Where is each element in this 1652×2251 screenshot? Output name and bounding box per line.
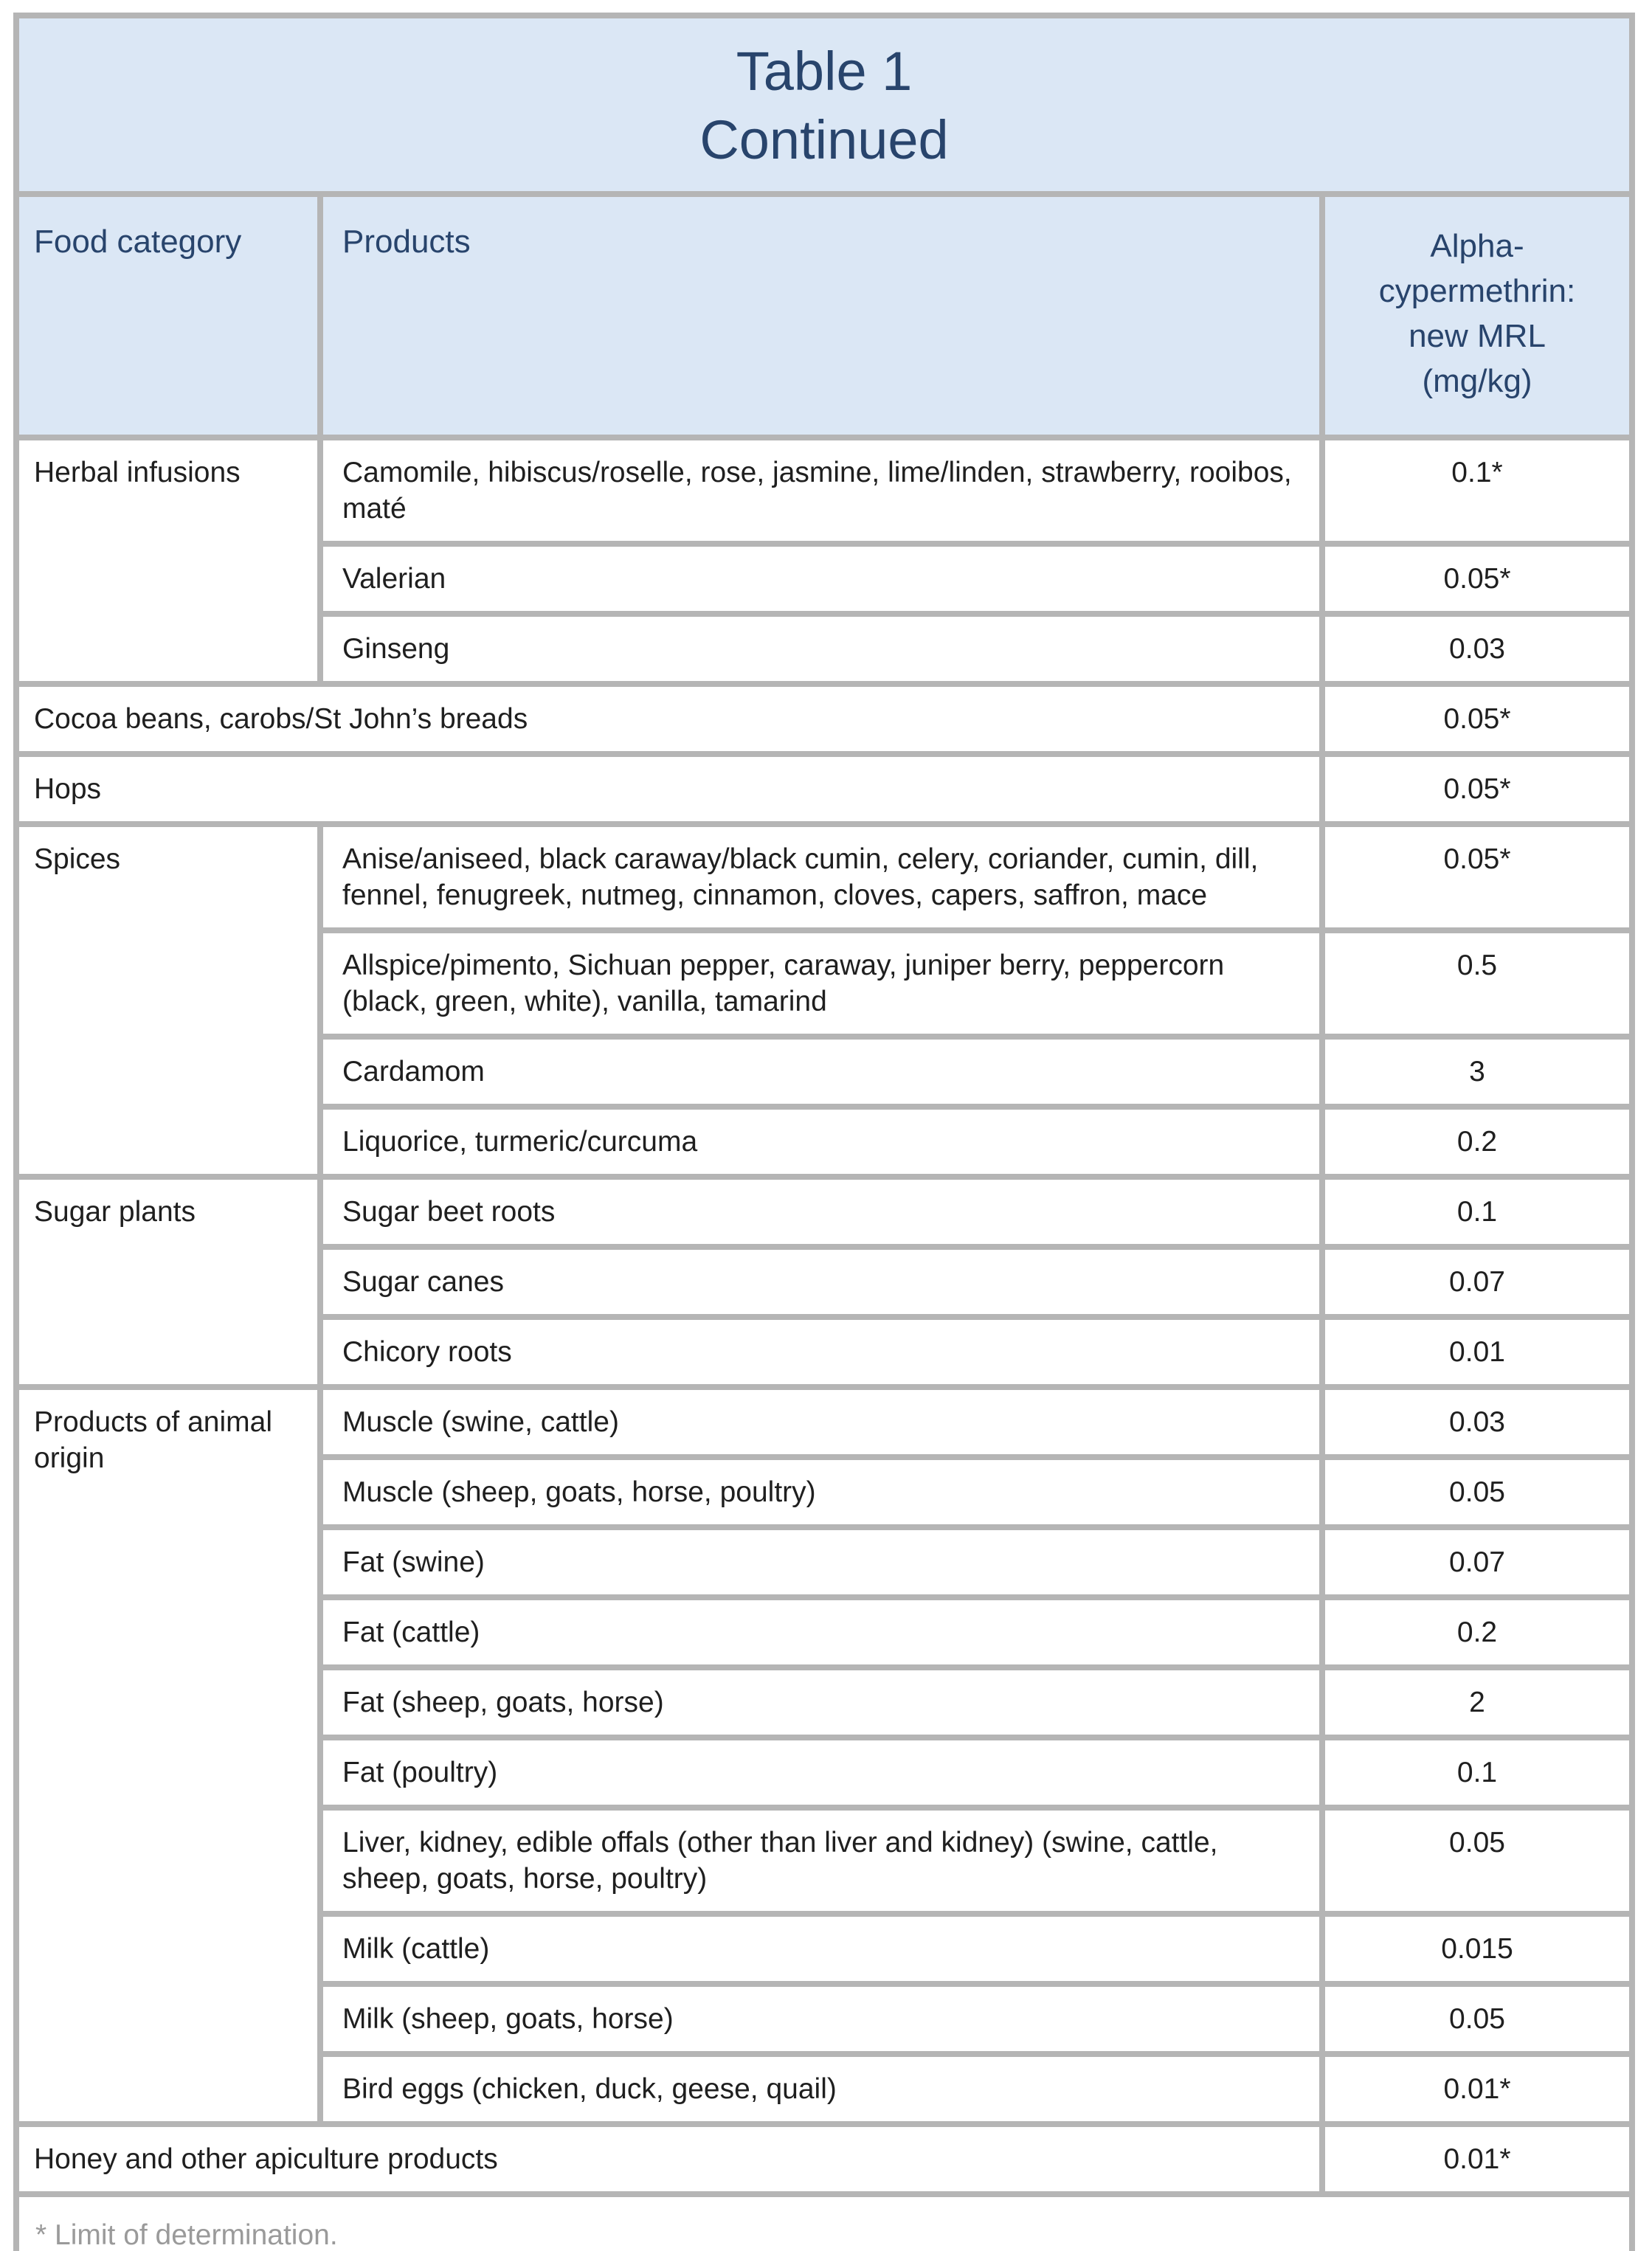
mrl-value-cell: 0.07 (1319, 1524, 1635, 1600)
header-row: Food category Products Alpha- cypermethr… (13, 191, 1635, 440)
mrl-value-cell: 0.05 (1319, 1454, 1635, 1530)
mrl-header-line: Alpha- (1430, 228, 1524, 264)
mrl-header-line: cypermethrin: (1378, 273, 1576, 309)
footer-row: * Limit of determination. AGRİNFO www.a (13, 2191, 1635, 2251)
table-footer: * Limit of determination. AGRİNFO www.a (13, 2191, 1635, 2251)
products-cell: Fat (swine) (317, 1524, 1325, 1600)
mrl-value-cell: 0.05* (1319, 751, 1635, 827)
products-cell: Sugar canes (317, 1244, 1325, 1320)
mrl-header-line: (mg/kg) (1422, 363, 1532, 399)
mrl-value-cell: 0.2 (1319, 1594, 1635, 1670)
products-cell: Fat (poultry) (317, 1735, 1325, 1811)
table-row: Milk (cattle) 0.015 (16, 1911, 1635, 1987)
mrl-table: Table 1 Continued Food category Products… (13, 13, 1635, 2251)
food-category-cell: Products of animal origin (13, 1384, 323, 2127)
products-cell: Camomile, hibiscus/roselle, rose, jasmin… (317, 435, 1325, 547)
products-cell: Valerian (317, 541, 1325, 617)
mrl-value-cell: 0.05 (1319, 1805, 1635, 1917)
mrl-value-cell: 0.03 (1319, 1384, 1635, 1460)
products-cell: Milk (sheep, goats, horse) (317, 1981, 1325, 2057)
mrl-value-cell: 0.07 (1319, 1244, 1635, 1320)
table-row: Bird eggs (chicken, duck, geese, quail) … (16, 2051, 1635, 2127)
table-row: Muscle (sheep, goats, horse, poultry) 0.… (16, 1454, 1635, 1530)
mrl-value-cell: 0.01 (1319, 1314, 1635, 1390)
mrl-value-cell: 0.05* (1319, 681, 1635, 757)
products-cell: Allspice/pimento, Sichuan pepper, carawa… (317, 927, 1325, 1040)
mrl-value-cell: 0.5 (1319, 927, 1635, 1040)
mrl-value-cell: 3 (1319, 1034, 1635, 1110)
mrl-value-cell: 2 (1319, 1664, 1635, 1740)
table-row: Valerian 0.05* (16, 541, 1635, 617)
products-cell: Cardamom (317, 1034, 1325, 1110)
table-row: Spices Anise/aniseed, black caraway/blac… (13, 821, 1635, 1180)
products-cell: Fat (sheep, goats, horse) (317, 1664, 1325, 1740)
column-header-products: Products (317, 191, 1325, 440)
table-row: Herbal infusions Camomile, hibiscus/rose… (13, 435, 1635, 687)
mrl-value-cell: 0.05 (1319, 1981, 1635, 2057)
table-title: Table 1 Continued (13, 13, 1635, 197)
mrl-value-cell: 0.2 (1319, 1104, 1635, 1180)
table-title-line1: Table 1 (736, 41, 913, 102)
table-row: Cardamom 3 (16, 1034, 1635, 1110)
table-row: Chicory roots 0.01 (16, 1314, 1635, 1390)
footnote-limit-of-determination: * Limit of determination. (35, 2219, 338, 2251)
products-cell: Muscle (swine, cattle) (317, 1384, 1325, 1460)
table-row: Fat (swine) 0.07 (16, 1524, 1635, 1600)
mrl-value-cell: 0.01* (1319, 2121, 1635, 2197)
food-category-cell: Sugar plants (13, 1174, 323, 1390)
mrl-value-cell: 0.01* (1319, 2051, 1635, 2127)
food-category-cell: Herbal infusions (13, 435, 323, 687)
mrl-value-cell: 0.1* (1319, 435, 1635, 547)
food-category-cell: Cocoa beans, carobs/St John’s breads (13, 681, 1325, 757)
table-title-line2: Continued (699, 109, 949, 170)
food-category-cell: Honey and other apiculture products (13, 2121, 1325, 2197)
food-category-cell: Spices (13, 821, 323, 1180)
table-row: Fat (poultry) 0.1 (16, 1735, 1635, 1811)
mrl-value-cell: 0.1 (1319, 1174, 1635, 1250)
table-row: Liquorice, turmeric/curcuma 0.2 (16, 1104, 1635, 1180)
food-category-cell: Hops (13, 751, 1325, 827)
products-cell: Bird eggs (chicken, duck, geese, quail) (317, 2051, 1325, 2127)
table-row: Sugar canes 0.07 (16, 1244, 1635, 1320)
table-row: Fat (sheep, goats, horse) 2 (16, 1664, 1635, 1740)
table-row: Allspice/pimento, Sichuan pepper, carawa… (16, 927, 1635, 1040)
products-cell: Ginseng (317, 611, 1325, 687)
products-cell: Muscle (sheep, goats, horse, poultry) (317, 1454, 1325, 1530)
products-cell: Fat (cattle) (317, 1594, 1325, 1670)
products-cell: Milk (cattle) (317, 1911, 1325, 1987)
products-cell: Sugar beet roots (317, 1174, 1325, 1250)
mrl-value-cell: 0.1 (1319, 1735, 1635, 1811)
mrl-value-cell: 0.05* (1319, 821, 1635, 933)
table-row: Liver, kidney, edible offals (other than… (16, 1805, 1635, 1917)
table-row: Cocoa beans, carobs/St John’s breads 0.0… (13, 681, 1635, 757)
table-row: Products of animal origin Muscle (swine,… (13, 1384, 1635, 2127)
products-cell: Anise/aniseed, black caraway/black cumin… (317, 821, 1325, 933)
mrl-header-line: new MRL (1409, 318, 1546, 354)
table-row: Hops 0.05* (13, 751, 1635, 827)
table-row: Honey and other apiculture products 0.01… (13, 2121, 1635, 2197)
table-row: Milk (sheep, goats, horse) 0.05 (16, 1981, 1635, 2057)
table-row: Ginseng 0.03 (16, 611, 1635, 687)
title-row: Table 1 Continued (13, 13, 1635, 197)
mrl-value-cell: 0.015 (1319, 1911, 1635, 1987)
column-header-mrl: Alpha- cypermethrin: new MRL (mg/kg) (1319, 191, 1635, 440)
products-cell: Liver, kidney, edible offals (other than… (317, 1805, 1325, 1917)
mrl-value-cell: 0.03 (1319, 611, 1635, 687)
products-cell: Chicory roots (317, 1314, 1325, 1390)
products-cell: Liquorice, turmeric/curcuma (317, 1104, 1325, 1180)
table-row: Fat (cattle) 0.2 (16, 1594, 1635, 1670)
table-row: Sugar plants Sugar beet roots 0.1 (13, 1174, 1635, 1390)
mrl-value-cell: 0.05* (1319, 541, 1635, 617)
column-header-food-category: Food category (13, 191, 323, 440)
